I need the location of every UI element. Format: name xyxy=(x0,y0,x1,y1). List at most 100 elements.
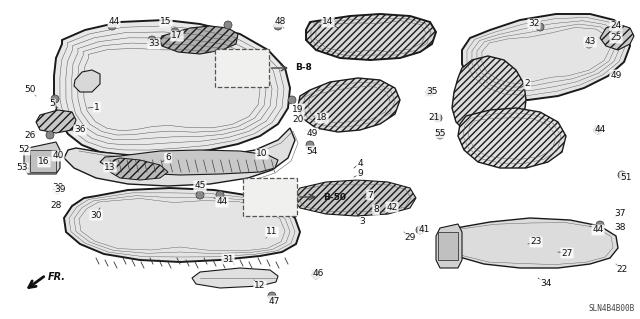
Circle shape xyxy=(597,222,603,228)
Text: 26: 26 xyxy=(24,131,36,140)
Circle shape xyxy=(594,126,602,134)
Text: 4: 4 xyxy=(357,159,363,167)
Polygon shape xyxy=(64,188,300,262)
Text: 6: 6 xyxy=(165,153,171,162)
Text: 43: 43 xyxy=(584,38,596,47)
Polygon shape xyxy=(54,20,290,156)
Text: 49: 49 xyxy=(611,70,621,79)
Text: 50: 50 xyxy=(24,85,36,94)
Text: 54: 54 xyxy=(307,146,317,155)
Polygon shape xyxy=(462,14,630,100)
Circle shape xyxy=(275,23,281,29)
Text: 23: 23 xyxy=(531,238,541,247)
Polygon shape xyxy=(160,26,238,54)
Text: 45: 45 xyxy=(195,182,205,190)
Text: B-8: B-8 xyxy=(295,63,312,72)
Circle shape xyxy=(172,29,178,35)
Text: 13: 13 xyxy=(104,162,116,172)
Polygon shape xyxy=(306,14,436,60)
Polygon shape xyxy=(24,142,60,174)
Text: 11: 11 xyxy=(266,227,278,236)
Text: 20: 20 xyxy=(292,115,304,124)
Circle shape xyxy=(289,97,295,103)
Text: 44: 44 xyxy=(593,226,604,234)
Text: 49: 49 xyxy=(307,129,317,137)
Circle shape xyxy=(217,192,223,198)
Text: 41: 41 xyxy=(419,225,429,234)
Text: 29: 29 xyxy=(404,234,416,242)
Text: 31: 31 xyxy=(222,255,234,263)
Circle shape xyxy=(312,271,320,279)
Circle shape xyxy=(619,172,625,178)
Polygon shape xyxy=(436,224,462,268)
Bar xyxy=(438,232,458,260)
Circle shape xyxy=(149,37,155,43)
Circle shape xyxy=(216,191,224,199)
Text: 14: 14 xyxy=(323,18,333,26)
Circle shape xyxy=(288,96,296,104)
Bar xyxy=(30,150,56,172)
Circle shape xyxy=(313,272,319,278)
Text: 55: 55 xyxy=(435,129,445,137)
Circle shape xyxy=(537,24,543,30)
Polygon shape xyxy=(458,108,566,168)
FancyBboxPatch shape xyxy=(215,49,269,87)
Text: 3: 3 xyxy=(359,218,365,226)
Text: 30: 30 xyxy=(90,211,102,219)
Circle shape xyxy=(427,89,433,95)
Circle shape xyxy=(52,96,58,102)
Circle shape xyxy=(196,191,204,199)
Text: 9: 9 xyxy=(357,169,363,179)
Circle shape xyxy=(437,132,443,138)
Circle shape xyxy=(224,21,232,29)
Text: 44: 44 xyxy=(595,124,605,133)
Text: 46: 46 xyxy=(312,270,324,278)
Polygon shape xyxy=(600,24,634,50)
Text: 22: 22 xyxy=(616,265,628,275)
Text: 51: 51 xyxy=(620,173,632,182)
Circle shape xyxy=(225,22,231,28)
Text: 21: 21 xyxy=(428,114,440,122)
Text: 5: 5 xyxy=(49,100,55,108)
Circle shape xyxy=(426,88,434,96)
Text: 38: 38 xyxy=(614,224,626,233)
Circle shape xyxy=(536,23,544,31)
Text: 53: 53 xyxy=(16,164,28,173)
Text: 36: 36 xyxy=(74,125,86,135)
Text: 34: 34 xyxy=(540,278,552,287)
Circle shape xyxy=(269,293,275,299)
Text: SLN4B4B00B: SLN4B4B00B xyxy=(589,304,635,313)
Text: 48: 48 xyxy=(275,18,285,26)
Polygon shape xyxy=(298,78,400,132)
Polygon shape xyxy=(108,158,168,180)
Text: 39: 39 xyxy=(52,183,64,192)
Circle shape xyxy=(595,127,601,133)
Circle shape xyxy=(434,114,442,122)
Circle shape xyxy=(435,115,441,121)
Circle shape xyxy=(586,41,592,47)
Circle shape xyxy=(416,226,424,234)
Text: 12: 12 xyxy=(254,281,266,291)
Circle shape xyxy=(53,186,61,194)
Circle shape xyxy=(436,131,444,139)
Circle shape xyxy=(108,22,116,30)
Polygon shape xyxy=(36,110,76,133)
Circle shape xyxy=(51,95,59,103)
Circle shape xyxy=(46,131,54,139)
Circle shape xyxy=(306,141,314,149)
Polygon shape xyxy=(64,128,295,186)
Text: 40: 40 xyxy=(52,152,64,160)
Text: 44: 44 xyxy=(108,18,120,26)
Text: 32: 32 xyxy=(528,19,540,28)
Text: 47: 47 xyxy=(268,296,280,306)
Text: 10: 10 xyxy=(256,150,268,159)
Text: 2: 2 xyxy=(524,79,530,88)
Text: 17: 17 xyxy=(172,32,183,41)
Polygon shape xyxy=(442,218,618,268)
Text: 19: 19 xyxy=(292,105,304,114)
Polygon shape xyxy=(192,268,278,288)
Text: 24: 24 xyxy=(611,21,621,31)
Polygon shape xyxy=(292,180,416,216)
Text: 37: 37 xyxy=(614,210,626,219)
Circle shape xyxy=(268,292,276,300)
